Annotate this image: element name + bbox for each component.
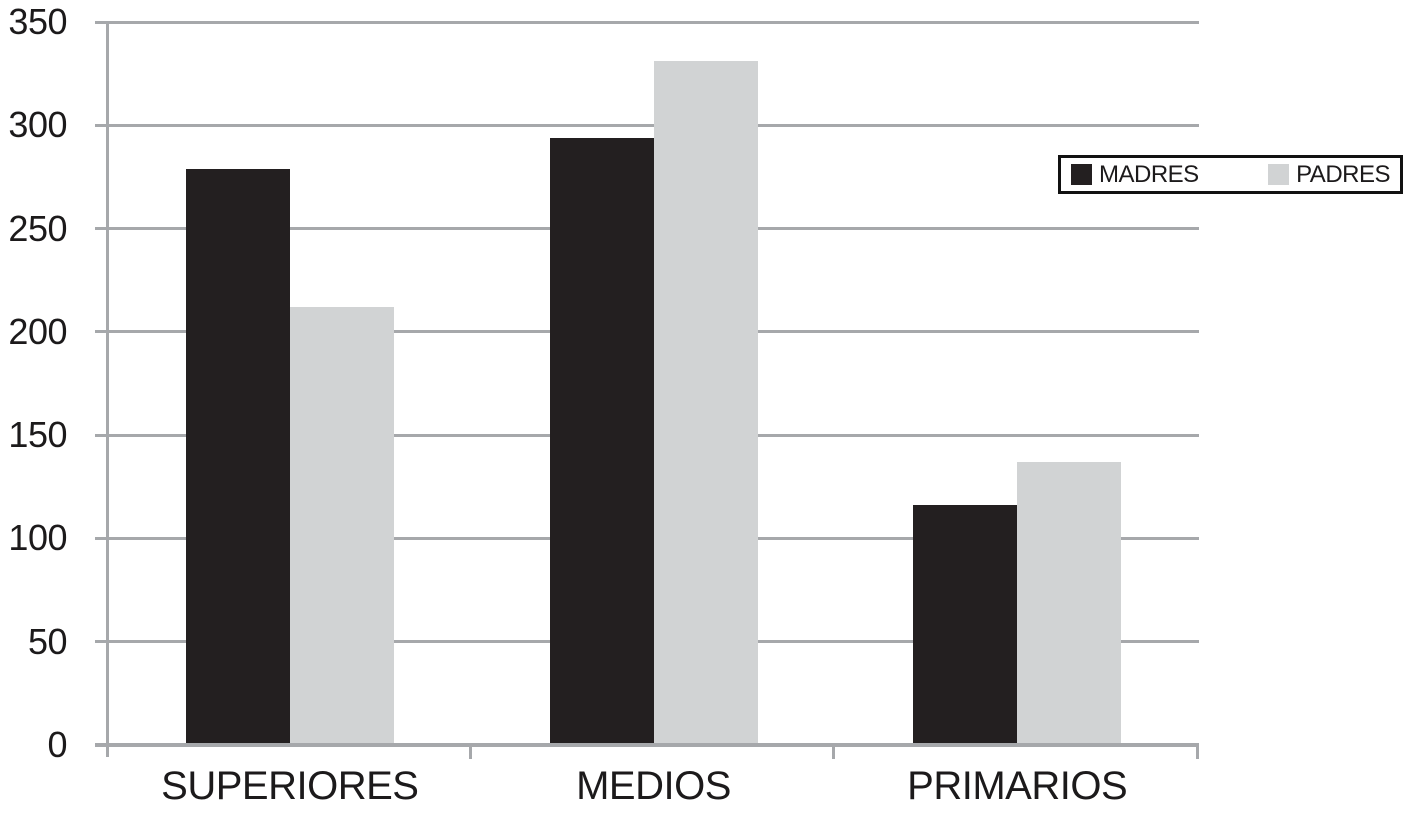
- y-tick-label-150: 150: [8, 414, 67, 456]
- legend-item-padres: PADRES: [1268, 160, 1390, 188]
- y-tick-label-0: 0: [47, 724, 67, 765]
- bar-madres-medios: [550, 138, 654, 745]
- legend-label-padres: PADRES: [1296, 160, 1390, 188]
- y-axis-line: [106, 22, 109, 757]
- plot-area: [95, 21, 1199, 759]
- bar-padres-primarios: [1017, 462, 1121, 745]
- bar-madres-superiores: [186, 169, 290, 745]
- bar-padres-superiores: [290, 307, 394, 745]
- y-tick-label-50: 50: [27, 620, 68, 662]
- legend-item-madres: MADRES: [1071, 160, 1199, 188]
- gridline-350: [95, 21, 1199, 24]
- y-tick-label-350: 350: [8, 1, 67, 42]
- bar-padres-medios: [654, 61, 758, 745]
- y-tick-label-300: 300: [8, 104, 67, 146]
- x-axis-tick-1: [469, 745, 472, 759]
- x-axis-tick-2: [832, 745, 835, 759]
- y-tick-label-250: 250: [8, 207, 67, 249]
- legend-swatch-padres: [1268, 164, 1290, 185]
- bar-madres-primarios: [913, 505, 1017, 745]
- y-tick-label-200: 200: [8, 310, 67, 352]
- legend: MADRES PADRES: [1058, 155, 1403, 194]
- x-axis-line: [95, 743, 1199, 747]
- x-axis-label-primarios: PRIMARIOS: [907, 764, 1128, 808]
- legend-label-madres: MADRES: [1099, 160, 1199, 188]
- legend-swatch-madres: [1071, 164, 1092, 185]
- y-tick-label-100: 100: [8, 517, 67, 559]
- x-axis-tick-3: [1196, 745, 1199, 759]
- gridline-300: [95, 124, 1199, 127]
- x-axis-label-superiores: SUPERIORES: [161, 764, 419, 808]
- x-axis-label-medios: MEDIOS: [576, 764, 731, 808]
